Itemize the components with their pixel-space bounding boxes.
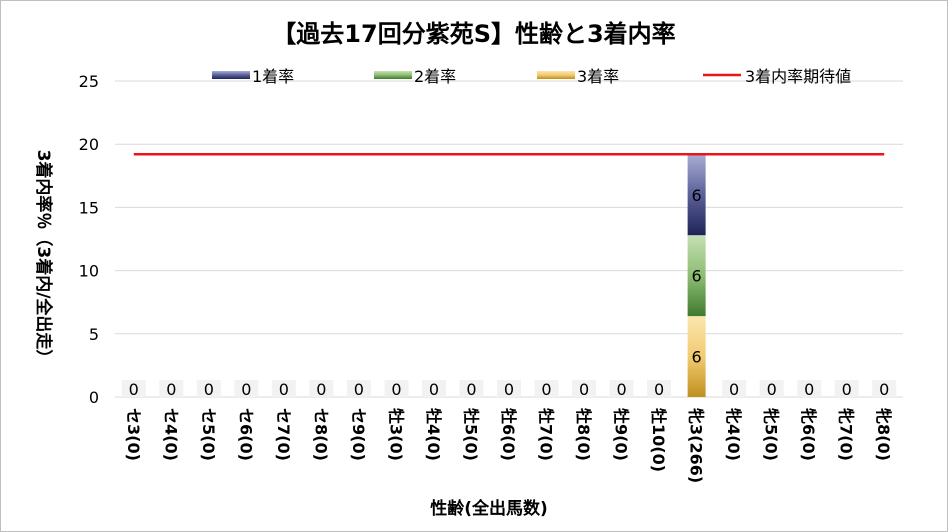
- data-label: 0: [129, 380, 139, 399]
- x-tick-label: セ9(0): [349, 408, 368, 461]
- data-label: 0: [654, 380, 664, 399]
- data-label-box: [346, 380, 371, 397]
- data-label-box: [722, 380, 747, 397]
- x-tick-label: 牡7(0): [537, 408, 556, 461]
- data-label-box: [609, 380, 634, 397]
- data-label: 6: [692, 348, 702, 367]
- data-label: 0: [466, 380, 476, 399]
- legend-swatch: [537, 71, 575, 79]
- data-label-box: [534, 380, 559, 397]
- data-label-box: [872, 380, 897, 397]
- gridlines: [115, 80, 903, 398]
- x-tick-label: セ5(0): [199, 408, 218, 461]
- data-label: 0: [354, 380, 364, 399]
- bar-segment: [687, 235, 706, 317]
- data-label: 0: [579, 380, 589, 399]
- data-label-box: [834, 380, 859, 397]
- bar-segment: [687, 316, 706, 397]
- data-label-box: [271, 380, 296, 397]
- legend-label: 2着率: [414, 67, 456, 86]
- data-label-box: [647, 380, 672, 397]
- bar-segment: [687, 154, 706, 236]
- x-tick-label: 牡4(0): [424, 408, 443, 461]
- data-label-box: [497, 380, 521, 397]
- y-tick-label: 15: [79, 198, 99, 217]
- data-label-box: [759, 380, 784, 397]
- x-tick-label: 牡5(0): [461, 408, 480, 461]
- data-label: 0: [204, 380, 214, 399]
- chart-title: 【過去17回分紫苑S】性齢と3着内率: [272, 20, 675, 48]
- legend-swatch: [212, 71, 250, 79]
- bars: [687, 154, 706, 397]
- x-tick-label: 牡10(0): [649, 408, 668, 472]
- data-labels: 0 0 0 0 0 0 0 0 0 0 0 0 0 0 0 6 6 6 0 0 0 0 0: [121, 186, 897, 399]
- data-label: 0: [166, 380, 176, 399]
- y-axis-title: 3着内率％（3着内/全出走）: [33, 150, 54, 367]
- x-tick-label: 牝4(0): [724, 408, 743, 461]
- legend-label: 3着内率期待値: [745, 67, 851, 86]
- data-label: 0: [804, 380, 814, 399]
- y-axis-ticks: 0 5 10 15 20 25: [79, 72, 99, 407]
- x-tick-label: 牡8(0): [574, 408, 593, 461]
- data-label-box: [234, 380, 259, 397]
- x-tick-label: 牝8(0): [874, 408, 893, 461]
- legend-label: 3着率: [577, 67, 619, 86]
- x-tick-label: 牝3(266): [687, 408, 706, 483]
- x-tick-label: 牝6(0): [799, 408, 818, 461]
- data-label: 0: [391, 380, 401, 399]
- data-label: 0: [767, 380, 777, 399]
- x-tick-label: 牡6(0): [499, 408, 518, 461]
- x-tick-label: セ3(0): [124, 408, 143, 461]
- data-label-box: [797, 380, 822, 397]
- data-label: 0: [279, 380, 289, 399]
- y-tick-label: 10: [79, 262, 99, 281]
- x-tick-label: 牝5(0): [762, 408, 781, 461]
- x-tick-label: セ4(0): [161, 408, 180, 461]
- x-tick-label: セ8(0): [311, 408, 330, 461]
- data-label: 0: [879, 380, 889, 399]
- data-label: 0: [616, 380, 626, 399]
- data-label-box: [309, 380, 334, 397]
- data-label: 6: [692, 186, 702, 205]
- legend-swatch: [374, 71, 412, 79]
- x-tick-label: 牝7(0): [837, 408, 856, 461]
- legend-label: 1着率: [252, 67, 294, 86]
- x-axis-title: 性齢(全出馬数): [430, 498, 548, 519]
- data-label: 0: [429, 380, 439, 399]
- data-label-box: [196, 380, 221, 397]
- data-label-box: [572, 380, 597, 397]
- data-label: 6: [692, 267, 702, 286]
- data-label-box: [421, 380, 446, 397]
- y-tick-label: 0: [89, 388, 99, 407]
- data-label-box: [384, 380, 409, 397]
- legend: 1着率 2着率 3着率 3着内率期待値: [212, 67, 851, 86]
- data-label: 0: [541, 380, 551, 399]
- x-tick-label: 牡3(0): [386, 408, 405, 461]
- x-axis-ticks: セ3(0) セ4(0) セ5(0) セ6(0) セ7(0) セ8(0) セ9(0) 牡3(0)…: [124, 408, 893, 483]
- y-tick-label: 5: [89, 325, 99, 344]
- x-tick-label: 牡9(0): [612, 408, 631, 461]
- data-label: 0: [316, 380, 326, 399]
- y-tick-label: 20: [79, 135, 99, 154]
- data-label-box: [121, 380, 146, 397]
- data-label: 0: [729, 380, 739, 399]
- x-tick-label: セ7(0): [274, 408, 293, 461]
- data-label-box: [159, 380, 184, 397]
- y-tick-label: 25: [79, 72, 99, 91]
- data-label: 0: [504, 380, 514, 399]
- data-label-box: [459, 380, 484, 397]
- data-label: 0: [241, 380, 251, 399]
- data-label: 0: [842, 380, 852, 399]
- x-tick-label: セ6(0): [236, 408, 255, 461]
